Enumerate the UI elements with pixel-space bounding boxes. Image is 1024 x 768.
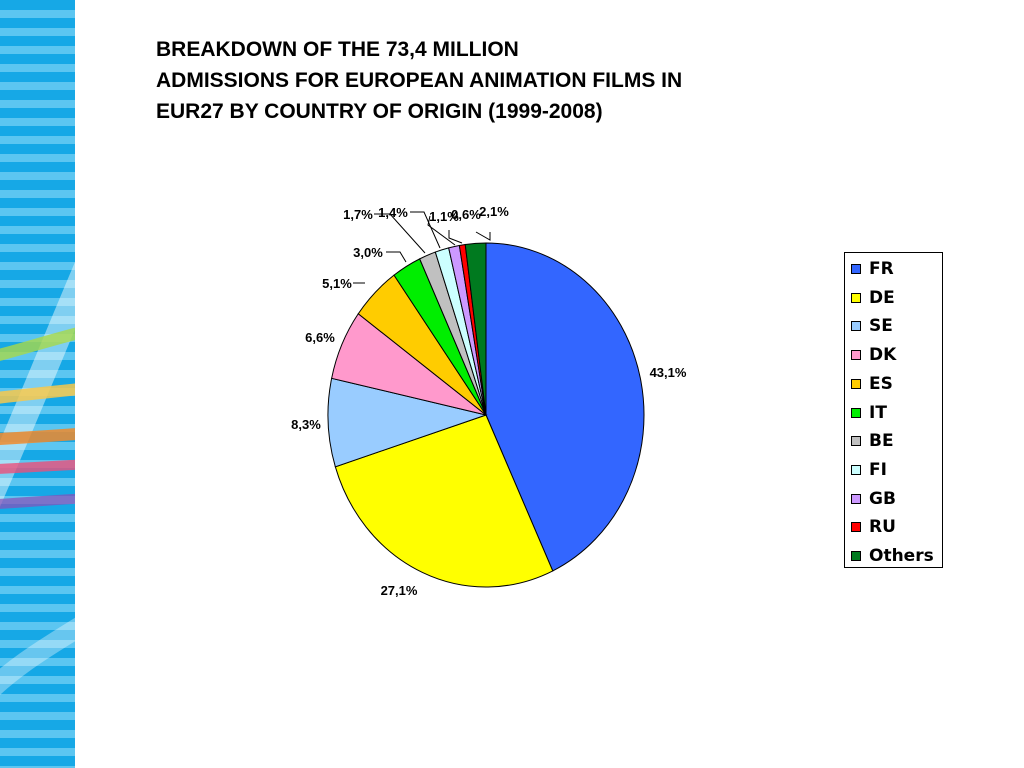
data-label-es: 5,1% bbox=[322, 276, 352, 291]
data-label-ru: 0,6% bbox=[451, 207, 481, 222]
legend-label-fr: FR bbox=[869, 259, 894, 279]
data-label-fr: 43,1% bbox=[650, 365, 687, 380]
data-label-others: 2,1% bbox=[479, 204, 509, 219]
decorative-side-band bbox=[0, 0, 75, 768]
legend-item-es: ES bbox=[851, 374, 893, 394]
data-label-dk: 6,6% bbox=[305, 330, 335, 345]
pie-slice-de bbox=[334, 414, 554, 588]
legend-item-others: Others bbox=[851, 546, 934, 566]
legend-label-dk: DK bbox=[869, 345, 897, 366]
legend-item-dk: DK bbox=[851, 345, 896, 365]
pie-slice-fr bbox=[485, 242, 645, 572]
legend-swatch-fr bbox=[851, 264, 861, 274]
leader-line-ru bbox=[448, 230, 463, 244]
legend-swatch-others bbox=[851, 551, 861, 561]
chart-title-line-2: ADMISSIONS FOR EUROPEAN ANIMATION FILMS … bbox=[156, 69, 683, 92]
legend-label-it: IT bbox=[869, 402, 887, 423]
legend-label-se: SE bbox=[869, 316, 893, 337]
leader-line-gb bbox=[427, 215, 456, 246]
legend-swatch-de bbox=[851, 292, 861, 303]
legend-item-fr: FR bbox=[851, 259, 894, 279]
legend-swatch-be bbox=[851, 436, 861, 447]
data-label-se: 8,3% bbox=[291, 417, 321, 432]
leader-line-be bbox=[374, 213, 426, 254]
side-band-swooshes bbox=[0, 262, 75, 695]
pie-slice-se bbox=[327, 377, 488, 468]
legend-swatch-fi bbox=[851, 464, 861, 475]
legend-label-others: Others bbox=[869, 546, 934, 566]
legend-swatch-es bbox=[851, 378, 861, 389]
legend-label-fi: FI bbox=[869, 459, 887, 480]
chart-legend: FR DE SE DK ES IT BE FI GB RU Others bbox=[844, 252, 943, 568]
legend-label-de: DE bbox=[869, 287, 895, 308]
data-label-it: 3,0% bbox=[353, 245, 383, 260]
data-label-fi: 1,4% bbox=[378, 205, 408, 220]
legend-label-gb: GB bbox=[869, 488, 896, 509]
legend-swatch-ru bbox=[851, 522, 861, 533]
data-label-be: 1,7% bbox=[343, 207, 373, 222]
legend-label-be: BE bbox=[869, 431, 894, 452]
data-label-de: 27,1% bbox=[381, 583, 418, 598]
legend-swatch-gb bbox=[851, 493, 861, 504]
legend-item-it: IT bbox=[851, 403, 887, 423]
legend-item-de: DE bbox=[851, 288, 895, 308]
chart-title-line-3: EUR27 BY COUNTRY OF ORIGIN (1999-2008) bbox=[156, 100, 603, 123]
chart-title-line-1: BREAKDOWN OF THE 73,4 MILLION bbox=[156, 38, 519, 61]
legend-label-ru: RU bbox=[869, 517, 896, 538]
legend-item-ru: RU bbox=[851, 517, 896, 537]
chart-title: BREAKDOWN OF THE 73,4 MILLION ADMISSIONS… bbox=[156, 34, 856, 127]
legend-swatch-se bbox=[851, 321, 861, 332]
leader-line-others bbox=[475, 231, 491, 241]
legend-swatch-it bbox=[851, 407, 861, 418]
legend-item-fi: FI bbox=[851, 460, 887, 480]
leader-line-it bbox=[386, 251, 407, 263]
legend-item-gb: GB bbox=[851, 489, 896, 509]
legend-item-se: SE bbox=[851, 316, 893, 336]
data-label-gb: 1,1% bbox=[429, 209, 459, 224]
leader-line-fi bbox=[410, 211, 441, 249]
pie-slice-others bbox=[464, 242, 487, 416]
legend-swatch-dk bbox=[851, 350, 861, 361]
legend-item-be: BE bbox=[851, 431, 894, 451]
legend-label-es: ES bbox=[869, 373, 893, 394]
